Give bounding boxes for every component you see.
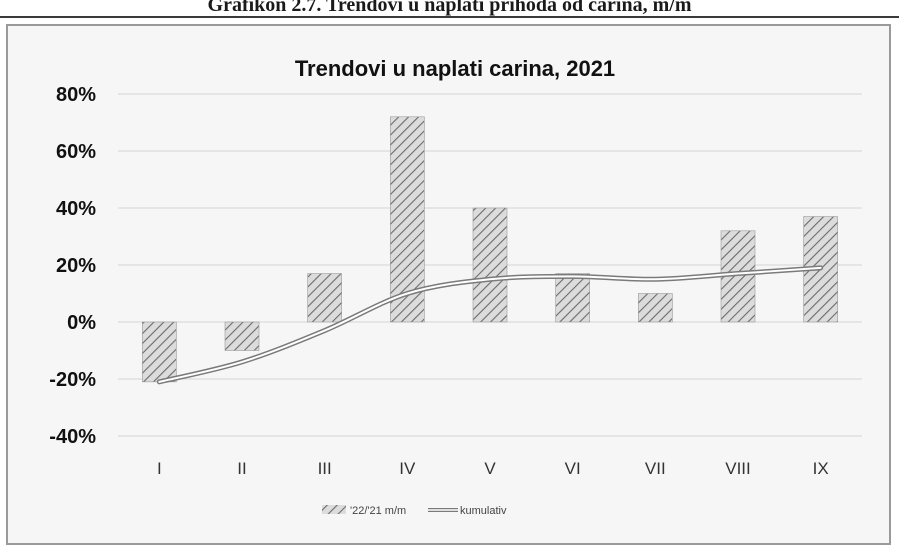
- x-tick-label: VII: [645, 459, 666, 478]
- bar-III: [307, 273, 342, 323]
- bar-V: [472, 207, 508, 323]
- bar-VII: [638, 293, 673, 323]
- y-tick-label: 0%: [67, 312, 96, 334]
- x-tick-label: I: [157, 459, 162, 478]
- x-tick-label: IV: [399, 459, 416, 478]
- y-tick-label: 20%: [56, 255, 96, 277]
- x-tick-label: VI: [565, 459, 581, 478]
- bar-VI: [555, 273, 590, 323]
- figure-caption: Grafikon 2.7. Trendovi u naplati prihoda…: [207, 0, 692, 16]
- x-axis-ticks: I II III IV V VI VII VIII IX: [157, 459, 829, 478]
- bar-I: [142, 321, 177, 383]
- y-axis-ticks: 80% 60% 40% 20% 0% -20% -40%: [49, 84, 96, 448]
- cumulative-line-inner: [158, 266, 822, 383]
- x-tick-label: IX: [813, 459, 829, 478]
- y-tick-label: 60%: [56, 141, 96, 163]
- x-tick-label: III: [318, 459, 332, 478]
- x-tick-label: II: [237, 459, 246, 478]
- legend-label-line: kumulativ: [460, 505, 507, 517]
- legend: '22/'21 m/m kumulativ: [322, 505, 507, 517]
- legend-swatch-bars: [322, 505, 346, 514]
- y-tick-label: -40%: [49, 426, 96, 448]
- x-tick-label: VIII: [725, 459, 751, 478]
- x-tick-label: V: [484, 459, 496, 478]
- y-tick-label: -20%: [49, 369, 96, 391]
- chart-title: Trendovi u naplati carina, 2021: [295, 56, 615, 81]
- bar-series: [142, 116, 838, 383]
- cumulative-line-series: [156, 265, 824, 385]
- y-tick-label: 40%: [56, 198, 96, 220]
- legend-label-bars: '22/'21 m/m: [350, 505, 406, 517]
- caption-rule: [0, 16, 899, 18]
- y-tick-label: 80%: [56, 84, 96, 106]
- bar-II: [224, 321, 260, 351]
